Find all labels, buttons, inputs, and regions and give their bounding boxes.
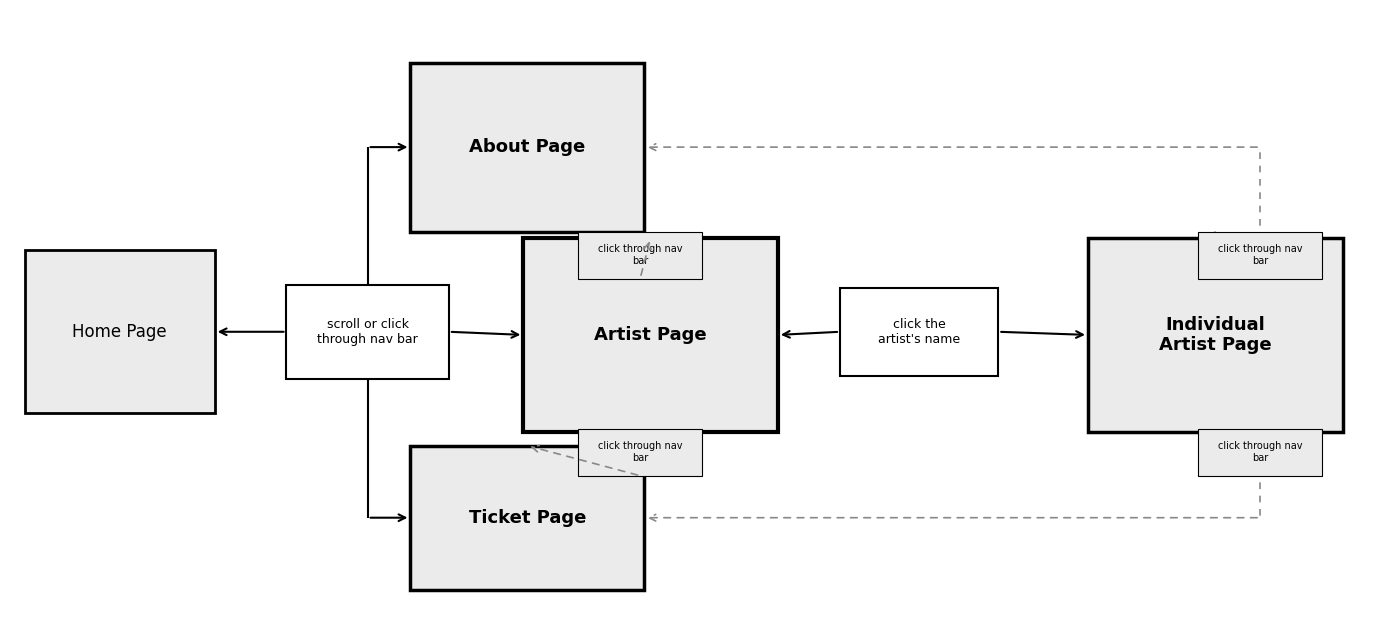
Text: click through nav
bar: click through nav bar xyxy=(1217,244,1303,266)
FancyBboxPatch shape xyxy=(286,285,449,379)
FancyBboxPatch shape xyxy=(1198,429,1322,476)
Text: Individual
Artist Page: Individual Artist Page xyxy=(1159,316,1271,354)
Text: Ticket Page: Ticket Page xyxy=(468,509,587,526)
Text: Artist Page: Artist Page xyxy=(595,326,706,344)
FancyBboxPatch shape xyxy=(25,250,215,413)
Text: click through nav
bar: click through nav bar xyxy=(598,441,683,463)
FancyBboxPatch shape xyxy=(840,288,998,376)
FancyBboxPatch shape xyxy=(578,429,702,476)
FancyBboxPatch shape xyxy=(523,238,778,432)
FancyBboxPatch shape xyxy=(410,63,644,232)
FancyBboxPatch shape xyxy=(578,232,702,279)
FancyBboxPatch shape xyxy=(1088,238,1343,432)
Text: About Page: About Page xyxy=(470,138,585,156)
Text: scroll or click
through nav bar: scroll or click through nav bar xyxy=(317,318,419,346)
Text: click the
artist's name: click the artist's name xyxy=(879,318,960,346)
Text: Home Page: Home Page xyxy=(73,323,167,341)
FancyBboxPatch shape xyxy=(410,446,644,590)
Text: click through nav
bar: click through nav bar xyxy=(598,244,683,266)
Text: click through nav
bar: click through nav bar xyxy=(1217,441,1303,463)
FancyBboxPatch shape xyxy=(1198,232,1322,279)
